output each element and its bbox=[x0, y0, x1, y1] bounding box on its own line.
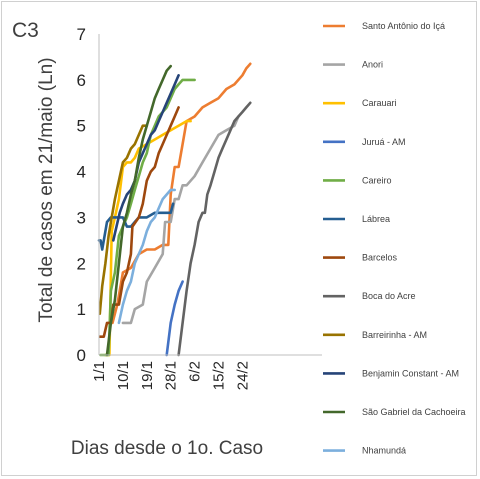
legend-entry: Juruá - AM bbox=[362, 137, 406, 147]
panel-label: C3 bbox=[12, 19, 39, 42]
x-tick-label: 15/2 bbox=[210, 361, 227, 390]
y-tick-label: 5 bbox=[77, 117, 86, 136]
series-lines bbox=[97, 62, 252, 357]
legend-entry: Nhamundá bbox=[362, 446, 406, 456]
legend-entry: Santo Antônio do Içá bbox=[362, 21, 445, 31]
legend-entry: Carauari bbox=[362, 98, 397, 108]
series-line-11 bbox=[117, 188, 176, 325]
legend-entry: Boca do Acre bbox=[362, 291, 416, 301]
legend: Santo Antônio do Içá Anori Carauari Juruá -… bbox=[323, 21, 466, 456]
x-tick-labels: 1/1 10/1 19/1 28/1 6/2 15/2 24/2 bbox=[91, 361, 251, 390]
series-line-1 bbox=[121, 115, 240, 325]
y-axis-title: Total de casos em 21/maio (Ln) bbox=[36, 57, 57, 322]
series-line-10 bbox=[105, 64, 172, 357]
series-line-3 bbox=[165, 280, 184, 357]
y-tick-label: 0 bbox=[77, 346, 86, 365]
x-axis-title: Dias desde o 1o. Caso bbox=[71, 438, 263, 459]
x-tick-label: 24/2 bbox=[234, 361, 251, 390]
series-line-4 bbox=[99, 78, 196, 357]
legend-entry: Barreirinha - AM bbox=[362, 330, 427, 340]
legend-entry: Careiro bbox=[362, 175, 392, 185]
legend-entry: São Gabriel da Cachoeira bbox=[362, 407, 466, 417]
x-tick-label: 6/2 bbox=[187, 361, 204, 382]
legend-entry: Anori bbox=[362, 60, 383, 70]
legend-entry: Benjamin Constant - AM bbox=[362, 368, 459, 378]
series-line-7 bbox=[177, 101, 252, 357]
y-tick-label: 2 bbox=[77, 254, 86, 273]
y-tick-label: 7 bbox=[77, 25, 86, 44]
x-tick-label: 19/1 bbox=[139, 361, 156, 390]
x-tick-label: 28/1 bbox=[163, 361, 180, 390]
y-tick-label: 3 bbox=[77, 208, 86, 227]
legend-entry: Barcelos bbox=[362, 253, 398, 263]
y-tick-labels: 0 1 2 3 4 5 6 7 bbox=[77, 25, 86, 365]
axes bbox=[98, 34, 322, 356]
x-tick-label: 10/1 bbox=[115, 361, 132, 390]
series-line-8 bbox=[98, 124, 149, 315]
y-tick-label: 4 bbox=[77, 163, 86, 182]
y-tick-label: 1 bbox=[77, 300, 86, 319]
series-line-9 bbox=[112, 74, 180, 242]
y-tick-label: 6 bbox=[77, 71, 86, 90]
x-tick-label: 1/1 bbox=[91, 361, 108, 382]
legend-entry: Lábrea bbox=[362, 214, 390, 224]
series-line-2 bbox=[104, 119, 192, 357]
